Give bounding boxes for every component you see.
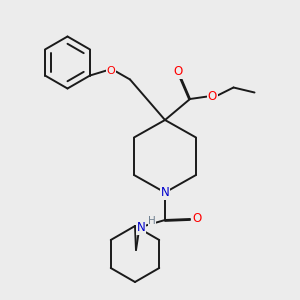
Text: N: N	[160, 186, 169, 199]
Text: N: N	[136, 221, 146, 234]
Text: O: O	[173, 65, 183, 79]
Text: O: O	[208, 90, 217, 103]
Text: H: H	[148, 217, 156, 226]
Text: O: O	[106, 65, 116, 76]
Text: O: O	[192, 212, 202, 226]
